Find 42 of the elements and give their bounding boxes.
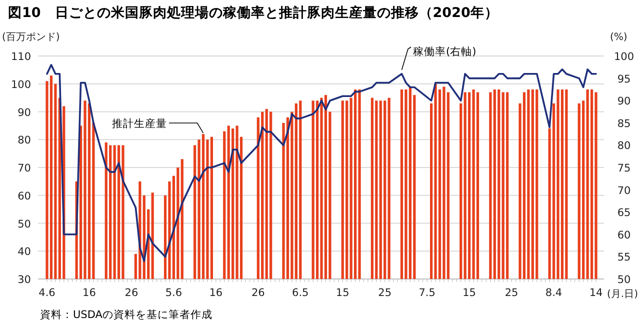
x-tick-label: 5.6 bbox=[165, 287, 182, 299]
line-series bbox=[46, 64, 597, 262]
y-tick-label: 70 bbox=[18, 162, 31, 174]
x-tick-label: 16 bbox=[82, 287, 96, 299]
x-tick-label: 6.5 bbox=[292, 287, 309, 299]
y2-tick-label: 100 bbox=[614, 51, 634, 63]
x-tick-label: 4.6 bbox=[38, 287, 56, 299]
y2-tick-label: 55 bbox=[617, 252, 631, 264]
y2-axis-title: (%) bbox=[610, 32, 628, 43]
y2-tick-label: 95 bbox=[617, 73, 631, 86]
y-tick-label: 110 bbox=[10, 51, 31, 63]
x-tick-label: 14 bbox=[589, 287, 603, 299]
x-tick-label: 16 bbox=[209, 287, 223, 299]
x-tick-label: 8.4 bbox=[545, 287, 562, 299]
series-label: 推計生産量 bbox=[112, 117, 167, 130]
y-tick-label: 60 bbox=[18, 190, 31, 202]
y2-tick-label: 70 bbox=[617, 184, 631, 197]
y2-tick-label: 65 bbox=[617, 207, 631, 220]
y-axis-title: (百万ポンド) bbox=[2, 32, 60, 43]
y-tick-label: 90 bbox=[18, 106, 31, 119]
x-tick-label: 26 bbox=[251, 287, 266, 299]
x-tick-label: 15 bbox=[462, 287, 476, 299]
y-tick-label: 40 bbox=[18, 246, 31, 258]
y2-tick-label: 80 bbox=[617, 140, 631, 152]
x-tick-label: 7.5 bbox=[418, 287, 436, 299]
x-tick-label: 25 bbox=[504, 287, 518, 299]
text: 資料：USDAの資料を基に筆者作成 bbox=[40, 308, 212, 321]
y-tick-label: 30 bbox=[18, 274, 31, 286]
y-tick-label: 100 bbox=[10, 78, 31, 91]
y2-tick-label: 60 bbox=[617, 229, 631, 242]
y2-tick-label: 85 bbox=[617, 118, 631, 130]
y2-tick-label: 50 bbox=[617, 274, 631, 286]
x-axis-title: (月.日) bbox=[607, 289, 638, 300]
y2-tick-label: 90 bbox=[617, 96, 631, 108]
y-tick-label: 50 bbox=[18, 218, 31, 230]
series-label: 稼働率(右軸) bbox=[413, 45, 476, 58]
x-tick-label: 26 bbox=[124, 287, 138, 299]
chart-title: 図10 日ごとの米国豚肉処理場の稼働率と推計豚肉生産量の推移（2020年） bbox=[8, 4, 498, 21]
y-tick-label: 80 bbox=[18, 134, 31, 147]
x-tick-label: 15 bbox=[336, 287, 350, 299]
x-tick-label: 25 bbox=[378, 287, 392, 299]
y2-tick-label: 75 bbox=[617, 162, 631, 174]
